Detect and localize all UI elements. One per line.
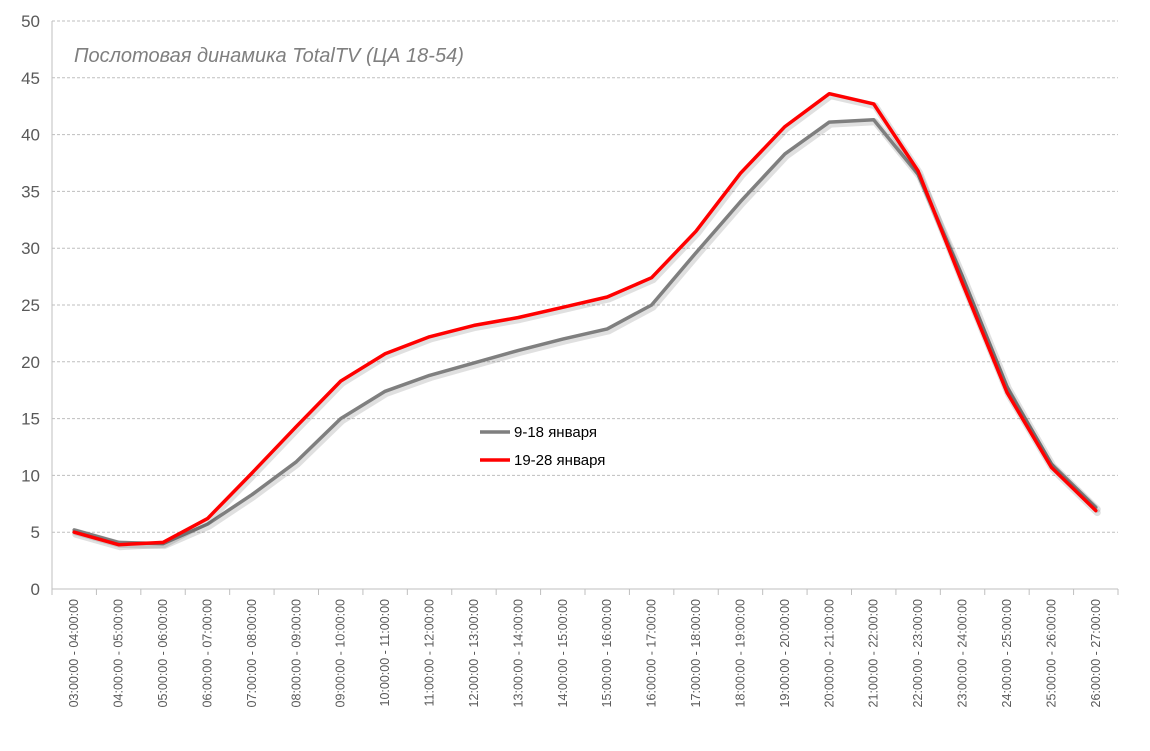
series-line-1 [72, 118, 1098, 546]
x-axis-ticks: 03:00:00 - 04:00:00 04:00:00 - 05:00:00 05… [67, 599, 1103, 707]
x-tick-label: 07:00:00 - 08:00:00 [245, 599, 259, 707]
y-tick-label: 15 [21, 410, 40, 429]
y-tick-label: 20 [21, 353, 40, 372]
x-tick-label: 08:00:00 - 09:00:00 [289, 599, 303, 707]
x-tick-label: 14:00:00 - 15:00:00 [556, 599, 570, 707]
series-line-shadow-2 [72, 92, 1101, 551]
x-tick-label: 10:00:00 - 11:00:00 [378, 599, 392, 707]
x-tick-label: 19:00:00 - 20:00:00 [778, 599, 792, 707]
x-tick-label: 15:00:00 - 16:00:00 [600, 599, 614, 707]
y-tick-label: 5 [31, 523, 40, 542]
gridlines [52, 20, 1118, 533]
x-tick-label: 11:00:00 - 12:00:00 [423, 599, 437, 707]
x-tick-label: 22:00:00 - 23:00:00 [911, 599, 925, 707]
legend-label-series-2: 19-28 января [514, 452, 605, 469]
x-tick-label: 05:00:00 - 06:00:00 [156, 599, 170, 707]
y-tick-label: 50 [21, 12, 40, 31]
x-tick-label: 03:00:00 - 04:00:00 [67, 599, 81, 707]
y-tick-label: 0 [31, 580, 40, 599]
chart-title: Послотовая динамика TotalTV (ЦА 18-54) [74, 45, 464, 67]
x-tick-label: 20:00:00 - 21:00:00 [822, 599, 836, 707]
legend-label-series-1: 9-18 января [514, 424, 597, 441]
x-tick-label: 23:00:00 - 24:00:00 [956, 599, 970, 707]
x-tick-label: 24:00:00 - 25:00:00 [1000, 599, 1014, 707]
legend-item-series-1: 9-18 января [480, 424, 597, 441]
y-tick-label: 45 [21, 69, 40, 88]
legend: 9-18 января 19-28 января [480, 424, 605, 469]
x-tick-label: 04:00:00 - 05:00:00 [112, 599, 126, 707]
y-tick-label: 10 [21, 466, 40, 485]
x-tick-label: 09:00:00 - 10:00:00 [334, 599, 348, 707]
x-tick-label: 25:00:00 - 26:00:00 [1044, 599, 1058, 707]
x-tick-label: 17:00:00 - 18:00:00 [689, 599, 703, 707]
y-tick-label: 25 [21, 296, 40, 315]
y-tick-label: 35 [21, 182, 40, 201]
y-axis-ticks: 0 5 10 15 20 25 30 35 40 45 50 [21, 12, 40, 599]
series-line-2 [72, 91, 1098, 547]
x-tick-label: 13:00:00 - 14:00:00 [511, 599, 525, 707]
series-lines [72, 91, 1101, 551]
x-tick-label: 21:00:00 - 22:00:00 [867, 599, 881, 707]
y-tick-label: 30 [21, 239, 40, 258]
axes [51, 21, 1119, 595]
x-tick-label: 26:00:00 - 27:00:00 [1089, 599, 1103, 707]
x-tick-label: 12:00:00 - 13:00:00 [467, 599, 481, 707]
y-tick-label: 40 [21, 126, 40, 145]
legend-item-series-2: 19-28 января [480, 452, 605, 469]
x-tick-label: 18:00:00 - 19:00:00 [733, 599, 747, 707]
x-tick-label: 16:00:00 - 17:00:00 [645, 599, 659, 707]
x-tick-label: 06:00:00 - 07:00:00 [200, 599, 214, 707]
